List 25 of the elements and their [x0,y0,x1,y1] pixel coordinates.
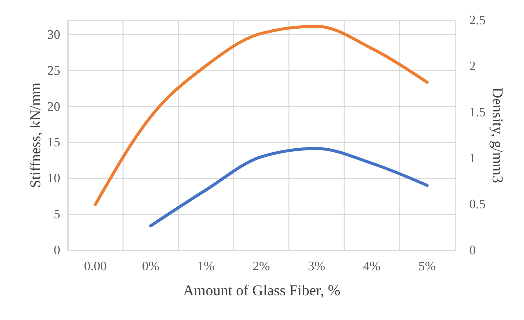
x-tick-label: 5% [418,258,436,274]
y-tick-label: 25 [48,62,60,78]
x-tick-label: 4% [363,258,381,274]
y-tick-label: 0 [54,242,60,258]
x-tick-label: 1% [198,258,216,274]
y-tick-label: 10 [48,170,60,186]
line-series [149,147,429,228]
y-tick-label: 15 [48,134,60,150]
x-tick-label: 2% [252,258,270,274]
line-series [94,24,429,206]
y-axis-title: Stiffness, kN/mm [28,82,44,188]
x-axis-title: Amount of Glass Fiber, % [183,284,341,300]
y2-tick-label: 1 [470,150,476,166]
y2-tick-label: 1.5 [470,104,486,120]
x-tick-label: 0.00 [84,258,108,274]
y2-axis-title: Density, g/mm3 [488,88,505,184]
y2-tick-label: 2 [470,58,476,74]
y-tick-label: 30 [48,26,60,42]
y2-tick-label: 2.5 [470,12,486,28]
x-tick-label: 0% [142,258,160,274]
y2-tick-label: 0 [470,242,476,258]
x-tick-label: 3% [308,258,326,274]
y-tick-label: 20 [48,98,60,114]
y-tick-label: 5 [54,206,60,222]
y2-tick-label: 0.5 [470,196,486,212]
